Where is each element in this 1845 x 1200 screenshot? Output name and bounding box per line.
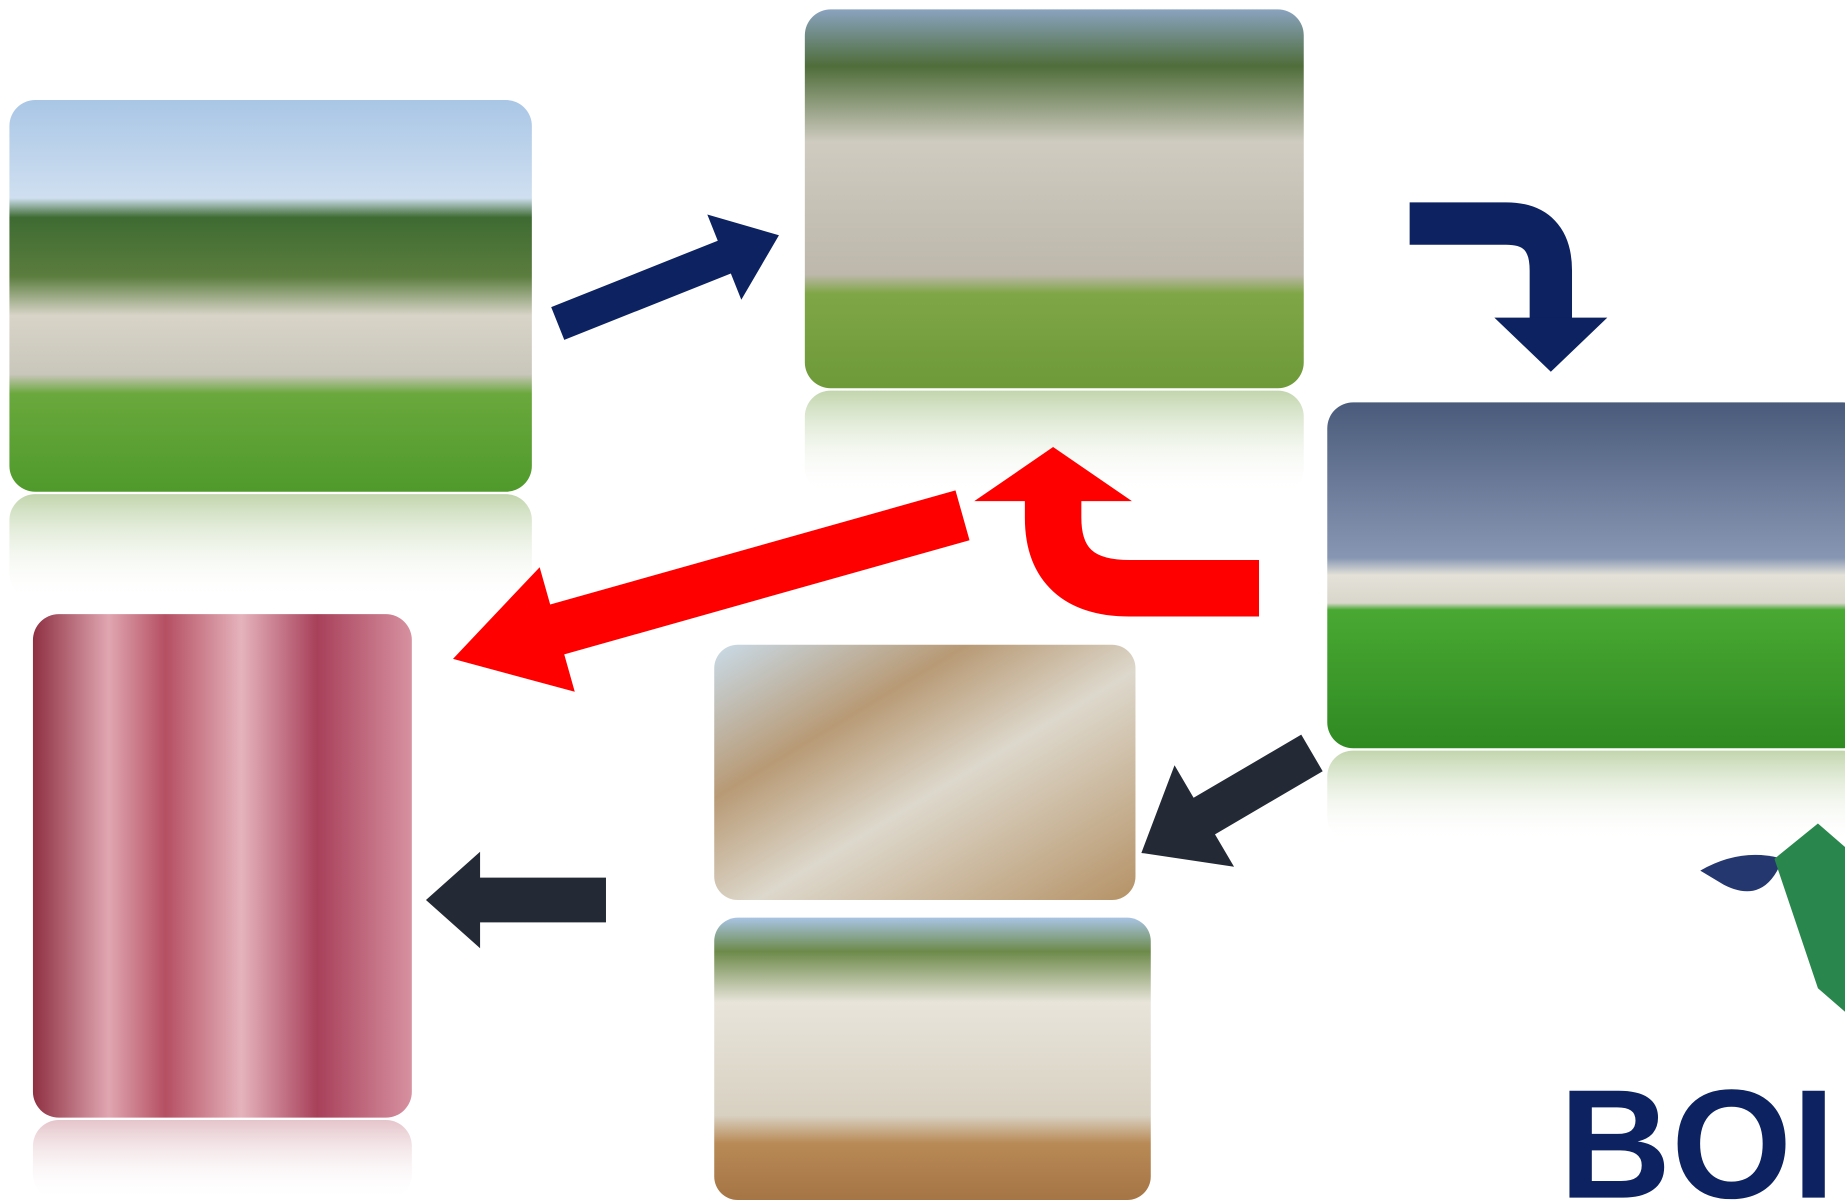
arrow [551,214,779,339]
logo-text: BOI [1559,1057,1835,1200]
logo-leaf-dark [1700,855,1782,891]
photo-feedlot [714,645,1135,900]
photo-carcasses [33,614,412,1118]
photo-cattle [805,9,1304,388]
reflection [9,494,531,600]
arrow [1410,224,1551,320]
photo-feeding [714,918,1151,1200]
page: BOI (() => { const data = JSON.parse(doc… [0,0,1845,1200]
reflection [33,1120,412,1200]
reflection [1327,751,1845,843]
arrow [1053,499,1259,588]
arrow [426,852,606,948]
arrow [1141,735,1322,867]
slide: BOI [0,0,1845,1200]
arrow-head [1494,318,1607,372]
logo-leaf-green [1774,824,1845,1012]
logo-leaf [1700,824,1845,1012]
photo-pasture [1327,402,1845,748]
photo-farm [9,100,531,492]
